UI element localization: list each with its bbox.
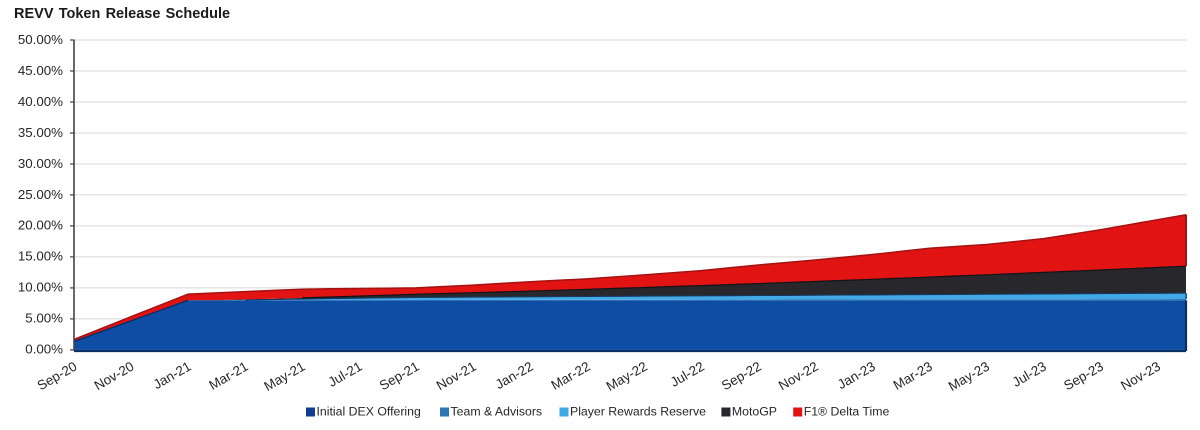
svg-text:REVV Token Release Schedule: REVV Token Release Schedule <box>14 6 230 22</box>
svg-text:20.00%: 20.00% <box>18 218 63 233</box>
svg-text:F1® Delta Time: F1® Delta Time <box>804 405 890 419</box>
svg-text:0.00%: 0.00% <box>25 342 63 357</box>
svg-text:35.00%: 35.00% <box>18 125 63 140</box>
svg-text:5.00%: 5.00% <box>25 311 63 326</box>
svg-text:30.00%: 30.00% <box>18 156 63 171</box>
svg-text:45.00%: 45.00% <box>18 63 63 78</box>
svg-text:10.00%: 10.00% <box>18 280 63 295</box>
svg-text:50.00%: 50.00% <box>18 32 63 47</box>
svg-text:Initial DEX Offering: Initial DEX Offering <box>317 405 422 419</box>
svg-text:15.00%: 15.00% <box>18 249 63 264</box>
svg-text:MotoGP: MotoGP <box>732 405 777 419</box>
svg-text:Player Rewards Reserve: Player Rewards Reserve <box>570 405 706 419</box>
svg-text:Team & Advisors: Team & Advisors <box>451 405 543 419</box>
svg-text:25.00%: 25.00% <box>18 187 63 202</box>
svg-text:40.00%: 40.00% <box>18 94 63 109</box>
